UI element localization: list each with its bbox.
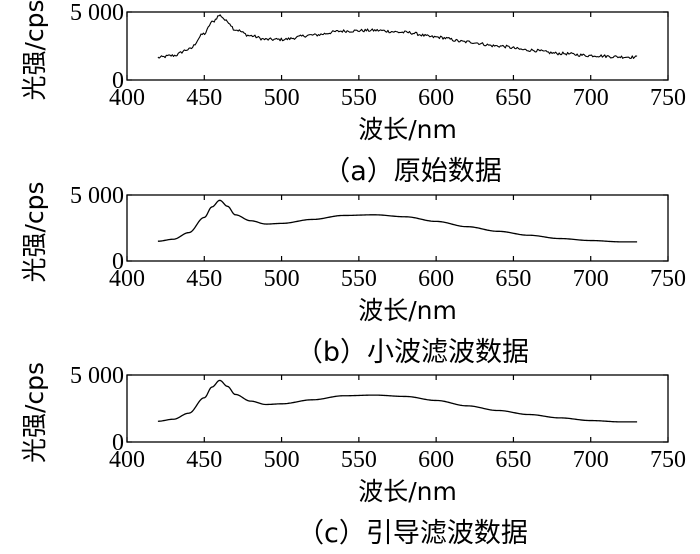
x-tick-label: 500: [264, 85, 300, 111]
x-axis-label: 波长/nm: [358, 296, 457, 325]
x-tick-label: 600: [418, 447, 454, 473]
plot-frame: [126, 11, 669, 81]
chart-panel-1: 400 450 500 550 600 650 700 750 0 5 000 光强/cps 波长/n…: [20, 181, 686, 368]
x-tick-label: 400: [109, 266, 145, 292]
x-tick-label: 650: [495, 447, 531, 473]
x-tick-label: 550: [341, 266, 377, 292]
x-tick-label: 750: [650, 85, 686, 111]
x-axis-label: 波长/nm: [358, 115, 457, 144]
x-tick-label: 550: [341, 447, 377, 473]
y-axis-label: 光强/cps: [20, 362, 49, 463]
x-tick-label: 650: [495, 266, 531, 292]
x-tick-label: 600: [418, 266, 454, 292]
chart-panel-2: 400 450 500 550 600 650 700 750 0 5 000 光强/cps 波长/n…: [20, 362, 686, 549]
y-tick-label: 0: [112, 68, 124, 94]
x-tick-label: 450: [186, 266, 222, 292]
x-tick-label: 700: [573, 266, 609, 292]
x-tick-label: 750: [650, 266, 686, 292]
panel-caption: （a）原始数据: [323, 156, 502, 187]
x-tick-label: 550: [341, 85, 377, 111]
x-axis-label: 波长/nm: [358, 477, 457, 506]
y-tick-label: 0: [112, 430, 124, 456]
x-tick-label: 450: [186, 85, 222, 111]
panel-caption: （b）小波滤波数据: [296, 337, 529, 368]
y-tick-label: 5 000: [70, 183, 124, 209]
x-tick-label: 600: [418, 85, 454, 111]
chart-panel-0: 400 450 500 550 600 650 700 750 0 5 000 光强/cps 波长/n…: [20, 0, 686, 187]
x-tick-label: 750: [650, 447, 686, 473]
spectrum-line: [157, 379, 638, 423]
plot-frame: [126, 194, 669, 262]
x-tick-label: 450: [186, 447, 222, 473]
y-axis-label: 光强/cps: [20, 181, 49, 282]
panel-caption: （c）引导滤波数据: [297, 518, 528, 549]
y-tick-label: 5 000: [70, 363, 124, 389]
plot-frame: [126, 374, 669, 443]
spectrum-line: [157, 14, 638, 59]
x-tick-label: 500: [264, 447, 300, 473]
spectrum-line: [157, 199, 638, 243]
x-tick-label: 700: [573, 85, 609, 111]
y-tick-label: 5 000: [70, 0, 124, 26]
x-tick-label: 700: [573, 447, 609, 473]
x-tick-label: 500: [264, 266, 300, 292]
x-tick-label: 650: [495, 85, 531, 111]
y-axis-label: 光强/cps: [20, 0, 49, 101]
x-tick-label: 400: [109, 447, 145, 473]
y-tick-label: 0: [112, 249, 124, 275]
x-tick-label: 400: [109, 85, 145, 111]
